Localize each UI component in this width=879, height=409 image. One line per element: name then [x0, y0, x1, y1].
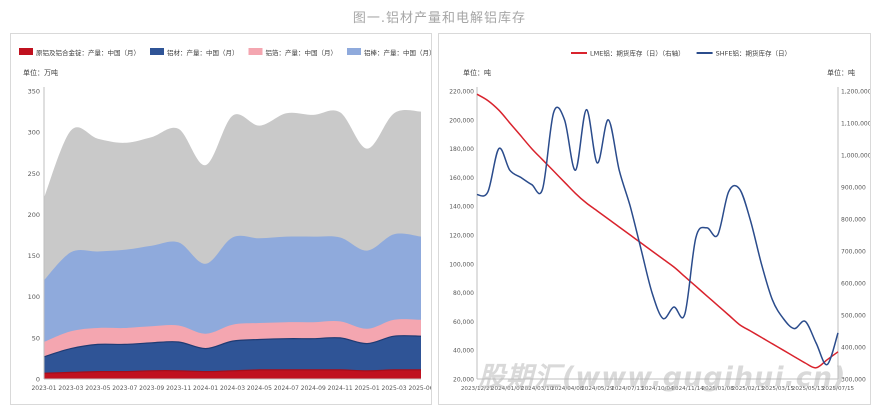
right-right-unit-label: 单位：吨 [827, 68, 855, 77]
right-left-unit-label: 单位：吨 [463, 68, 491, 77]
left-x-tick-11: 2024-11 [328, 385, 353, 392]
right-legend-label-2: SHFE铝：期货库存（日） [716, 49, 791, 58]
left-x-tick-10: 2024-09 [301, 385, 326, 392]
left-y-tick-2: 100 [28, 293, 40, 301]
right-x-tick-8: 2025/01/08 [702, 386, 735, 392]
area-series-2 [44, 335, 421, 379]
right-right-y-tick-5: 800,000 [841, 217, 866, 224]
left-x-tick-2: 2023-05 [85, 385, 110, 392]
left-x-tick-13: 2025-03 [382, 385, 407, 392]
right-left-y-tick-8: 180,000 [449, 146, 474, 153]
left-y-tick-3: 150 [28, 252, 40, 260]
right-right-y-tick-4: 700,000 [841, 249, 866, 256]
right-x-tick-9: 2025/02/13 [732, 386, 765, 392]
left-y-tick-1: 50 [32, 334, 40, 342]
legend-swatch-1 [19, 48, 33, 55]
left-x-tick-8: 2024-05 [247, 385, 272, 392]
legend-swatch-2 [150, 48, 164, 55]
right-left-y-tick-3: 80,000 [453, 290, 474, 297]
right-left-y-tick-0: 20,000 [453, 377, 474, 384]
production-chart-panel: 原铝及铝合金锭：产量：中国（月） 铝材：产量：中国（月） 铝箔：产量：中国（月） 铝棒… [10, 33, 432, 405]
right-legend-label-1: LME铝：期货库存（日）（右轴） [590, 49, 685, 58]
right-x-tick-0: 2023/12/27 [461, 386, 494, 392]
right-right-y-tick-1: 400,000 [841, 345, 866, 352]
right-left-y-tick-5: 120,000 [449, 233, 474, 240]
production-stacked-area-chart: 原铝及铝合金锭：产量：中国（月） 铝材：产量：中国（月） 铝箔：产量：中国（月） 铝棒… [19, 48, 431, 392]
right-x-tick-1: 2024/01/07 [491, 386, 524, 392]
right-right-y-tick-9: 1,200,000 [841, 89, 870, 96]
right-right-y-tick-7: 1,000,000 [841, 153, 870, 160]
right-x-tick-3: 2024/04/08 [551, 386, 584, 392]
left-x-tick-9: 2024-07 [274, 385, 299, 392]
right-left-y-tick-10: 220,000 [449, 89, 474, 96]
left-x-tick-1: 2023-03 [58, 385, 83, 392]
figure-title: 图一.铝材产量和电解铝库存 [352, 11, 527, 26]
left-x-tick-7: 2024-03 [220, 385, 245, 392]
watermark-text: 股期汇(www.gugihui.cn) [478, 362, 847, 393]
right-right-y-tick-2: 500,000 [841, 313, 866, 320]
left-y-tick-7: 350 [28, 88, 40, 96]
right-x-tick-6: 2024/10/04 [641, 386, 674, 392]
line-series-1 [476, 93, 839, 369]
inventory-line-chart: LME铝：期货库存（日）（右轴） SHFE铝：期货库存（日） 单位：吨 单位：吨 20,… [449, 49, 870, 393]
right-left-y-tick-9: 200,000 [449, 117, 474, 124]
right-x-tick-12: 2025/07/15 [822, 386, 855, 392]
left-x-tick-5: 2023-11 [166, 385, 191, 392]
left-x-tick-4: 2023-09 [139, 385, 164, 392]
right-left-y-tick-4: 100,000 [449, 261, 474, 268]
right-left-y-tick-7: 160,000 [449, 175, 474, 182]
left-x-tick-12: 2025-01 [355, 385, 380, 392]
right-right-y-tick-3: 600,000 [841, 281, 866, 288]
area-edge-series-2 [43, 335, 422, 358]
left-y-tick-6: 300 [28, 129, 40, 137]
right-x-tick-2: 2024/03/10 [521, 386, 554, 392]
right-x-tick-7: 2024/11/14 [671, 386, 704, 392]
right-left-y-tick-1: 40,000 [453, 348, 474, 355]
line-series-2 [476, 106, 839, 366]
right-x-tick-4: 2024/05/29 [581, 386, 614, 392]
right-right-y-tick-8: 1,100,000 [841, 121, 870, 128]
right-right-y-tick-0: 300,000 [841, 377, 866, 384]
legend-swatch-3 [248, 48, 263, 55]
area-edge-series-1 [43, 369, 422, 374]
right-x-tick-5: 2024/07/13 [611, 386, 644, 392]
right-x-tick-11: 2025/05/13 [792, 386, 825, 392]
right-right-y-tick-6: 900,000 [841, 185, 866, 192]
legend-label-4: 铝棒：产量：中国（月） [364, 48, 431, 57]
left-y-tick-5: 250 [28, 170, 40, 178]
left-x-tick-6: 2024-01 [193, 385, 218, 392]
legend-swatch-4 [347, 48, 361, 55]
right-x-tick-10: 2025/03/15 [762, 386, 795, 392]
legend-label-3: 铝箔：产量：中国（月） [266, 48, 338, 57]
right-left-y-tick-6: 140,000 [449, 204, 474, 211]
left-unit-label: 单位：万吨 [23, 68, 58, 77]
left-x-tick-0: 2023-01 [31, 385, 56, 392]
right-left-y-tick-2: 60,000 [453, 319, 474, 326]
left-y-tick-4: 200 [28, 211, 40, 219]
legend-label-2: 铝材：产量：中国（月） [167, 48, 239, 57]
left-y-tick-0: 0 [36, 376, 40, 384]
area-series-1 [44, 369, 421, 379]
legend-label-1: 原铝及铝合金锭：产量：中国（月） [36, 48, 140, 57]
left-x-tick-14: 2025-06 [408, 385, 431, 392]
left-x-tick-3: 2023-07 [112, 385, 137, 392]
inventory-chart-panel: LME铝：期货库存（日）（右轴） SHFE铝：期货库存（日） 单位：吨 单位：吨 20,… [438, 33, 871, 405]
